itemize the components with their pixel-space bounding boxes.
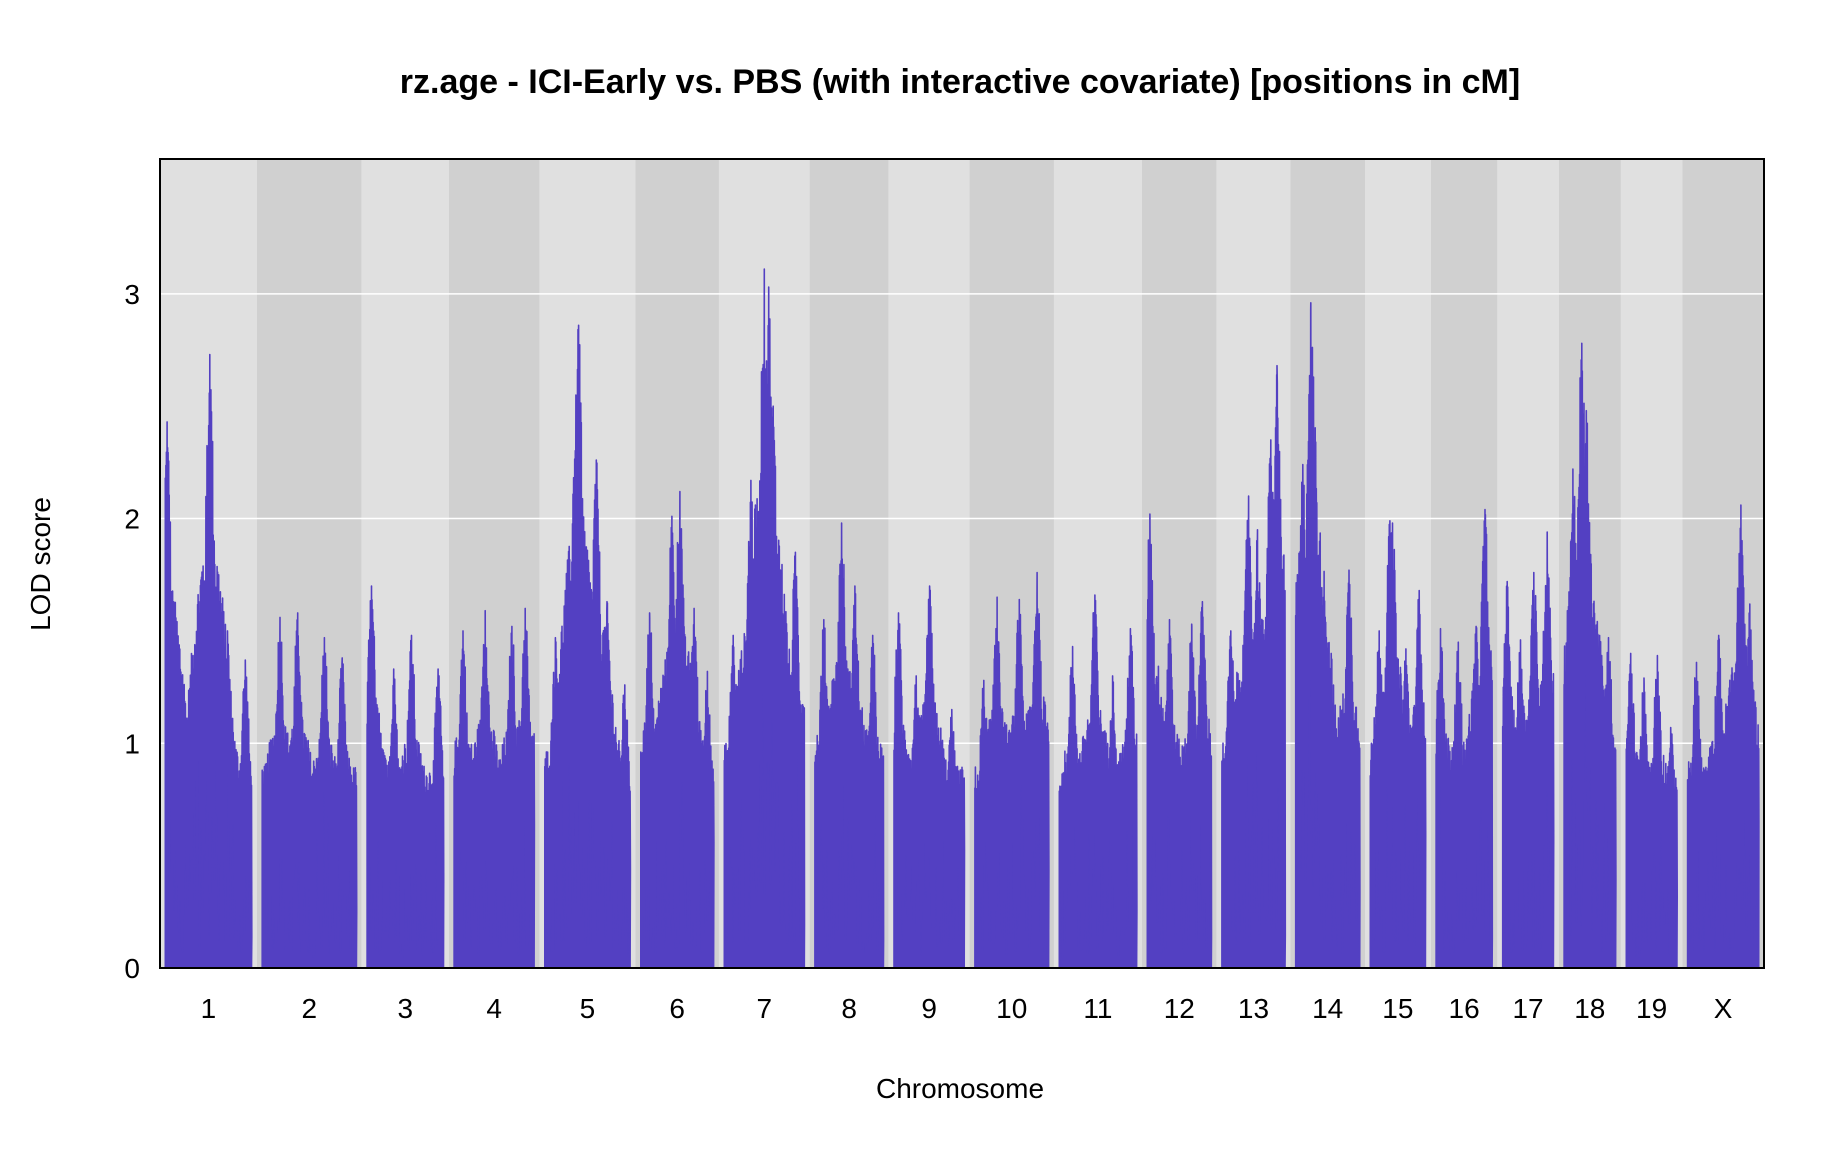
lod-trace-chr-17 [1501,531,1555,969]
x-tick-label: 9 [921,993,937,1024]
x-tick-label: 1 [201,993,217,1024]
lod-trace-chr-5 [544,324,632,969]
lod-trace-chr-4 [453,607,536,969]
x-tick-label: X [1714,993,1733,1024]
lod-trace-chr-2 [261,612,358,969]
chart-title: rz.age - ICI-Early vs. PBS (with interac… [400,63,1520,101]
lod-trace-chr-18 [1563,342,1617,969]
x-tick-label: 7 [756,993,772,1024]
x-tick-label: 11 [1083,993,1112,1024]
lod-trace-chr-1 [164,353,253,969]
x-tick-label: 6 [669,993,685,1024]
y-tick-label: 2 [124,504,140,535]
x-tick-label: 8 [841,993,857,1024]
lod-trace-chr-6 [640,490,715,969]
x-axis: 1 2 3 4 5 6 7 8 9 10 11 12 13 14 15 16 17 18 19 X [201,993,1733,1024]
x-tick-label: 15 [1382,993,1413,1024]
lod-trace-chr-10 [974,571,1050,969]
x-tick-label: 12 [1164,993,1195,1024]
lod-trace-chr-16 [1435,508,1494,969]
x-tick-label: 2 [302,993,318,1024]
x-tick-label: 13 [1238,993,1269,1024]
lod-trace-chr-8 [814,522,885,969]
y-tick-label: 0 [124,953,140,984]
y-tick-label: 1 [124,728,140,759]
lod-trace-chr-3 [366,585,445,969]
y-tick-label: 3 [124,279,140,310]
x-tick-label: 17 [1512,993,1543,1024]
lod-trace-chr-9 [893,585,966,969]
plot-frame [159,158,1765,969]
x-tick-label: 5 [580,993,596,1024]
x-tick-label: 10 [996,993,1027,1024]
lod-trace-chr-7 [723,268,806,969]
lod-trace-chr-12 [1146,513,1213,969]
x-tick-label: 19 [1636,993,1667,1024]
lod-trace-chr-14 [1294,302,1361,969]
lod-trace-chr-X [1686,504,1760,969]
lod-series [164,268,1760,969]
x-tick-label: 4 [486,993,502,1024]
y-axis-label: LOD score [25,497,56,631]
x-tick-label: 14 [1312,993,1343,1024]
x-tick-label: 3 [397,993,413,1024]
x-axis-label: Chromosome [876,1073,1044,1104]
y-axis: 0 1 2 3 [124,279,140,984]
lod-trace-chr-19 [1625,652,1678,969]
x-tick-label: 16 [1449,993,1480,1024]
lod-trace-chr-13 [1221,364,1287,969]
lod-trace-chr-15 [1369,520,1427,969]
lod-trace-chr-11 [1058,594,1138,969]
x-tick-label: 18 [1574,993,1605,1024]
gridlines [160,293,1764,745]
